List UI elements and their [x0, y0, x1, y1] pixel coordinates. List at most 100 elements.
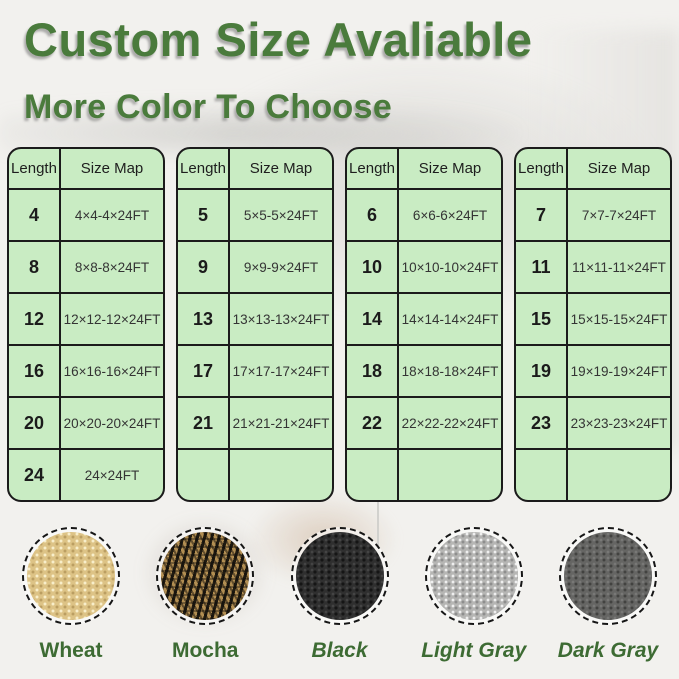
page-subtitle: More Color To Choose [24, 88, 393, 126]
size-table-3: Length Size Map 6 6×6-6×24FT 10 10×10-10×24FT… [345, 147, 503, 502]
fabric-texture-dark-gray [564, 532, 652, 620]
table-row: 13 13×13-13×24FT [178, 292, 332, 344]
length-value: 11 [516, 242, 568, 292]
swatch-label: Wheat [39, 639, 103, 662]
col-header-length: Length [178, 149, 230, 188]
swatch-dashed-ring [559, 527, 657, 625]
size-map-value: 23×23-23×24FT [570, 415, 668, 431]
swatch-dashed-ring [22, 527, 120, 625]
size-map-value: 15×15-15×24FT [570, 311, 668, 327]
table-row: 18 18×18-18×24FT [347, 344, 501, 396]
size-map-value: 16×16-16×24FT [63, 363, 161, 379]
size-map-value: 9×9-9×24FT [243, 259, 319, 275]
size-table-2: Length Size Map 5 5×5-5×24FT 9 9×9-9×24FT 13 13… [176, 147, 334, 502]
color-swatch-mocha: Mocha [146, 527, 264, 663]
size-table-4: Length Size Map 7 7×7-7×24FT 11 11×11-11×24FT… [514, 147, 672, 502]
size-map-value: 24×24FT [84, 467, 140, 483]
table-header-row: Length Size Map [9, 149, 163, 188]
length-value: 18 [347, 346, 399, 396]
col-header-length: Length [9, 149, 61, 188]
length-value: 23 [516, 398, 568, 448]
length-value: 10 [347, 242, 399, 292]
size-map-value: 17×17-17×24FT [232, 363, 330, 379]
table-row: 8 8×8-8×24FT [9, 240, 163, 292]
length-value: 22 [347, 398, 399, 448]
color-swatches: Wheat Mocha Black Light Gray Dark Gray [12, 527, 667, 663]
size-map-value: 14×14-14×24FT [401, 311, 499, 327]
length-value: 13 [178, 294, 230, 344]
length-value: 21 [178, 398, 230, 448]
length-value: 9 [178, 242, 230, 292]
length-value: 15 [516, 294, 568, 344]
size-map-value: 13×13-13×24FT [232, 311, 330, 327]
length-value: 4 [9, 190, 61, 240]
swatch-dashed-ring [156, 527, 255, 625]
size-map-value: 10×10-10×24FT [401, 259, 499, 275]
table-row: 14 14×14-14×24FT [347, 292, 501, 344]
size-map-value [399, 450, 501, 500]
fabric-texture-black [295, 532, 384, 620]
swatch-dashed-ring [290, 527, 389, 625]
length-value: 24 [9, 450, 61, 500]
size-table-1: Length Size Map 4 4×4-4×24FT 8 8×8-8×24FT 12 12… [7, 147, 165, 502]
length-value: 20 [9, 398, 61, 448]
size-map-value [230, 450, 332, 500]
color-swatch-light-gray: Light Gray [415, 527, 533, 663]
col-header-length: Length [347, 149, 399, 188]
length-value: 5 [178, 190, 230, 240]
table-row: 12 12×12-12×24FT [9, 292, 163, 344]
length-value [347, 450, 399, 500]
table-row: 4 4×4-4×24FT [9, 188, 163, 240]
table-row: 20 20×20-20×24FT [9, 396, 163, 448]
table-row: 5 5×5-5×24FT [178, 188, 332, 240]
size-map-value: 6×6-6×24FT [412, 207, 488, 223]
table-row: 10 10×10-10×24FT [347, 240, 501, 292]
col-header-length: Length [516, 149, 568, 188]
length-value: 7 [516, 190, 568, 240]
table-row: 19 19×19-19×24FT [516, 344, 670, 396]
size-map-value: 8×8-8×24FT [74, 259, 150, 275]
fabric-texture-mocha [161, 532, 250, 620]
size-map-value: 11×11-11×24FT [572, 259, 666, 275]
table-row [347, 448, 501, 500]
table-row: 23 23×23-23×24FT [516, 396, 670, 448]
size-map-value: 18×18-18×24FT [401, 363, 499, 379]
table-row: 9 9×9-9×24FT [178, 240, 332, 292]
table-row: 6 6×6-6×24FT [347, 188, 501, 240]
col-header-size-map: Size Map [80, 160, 144, 177]
length-value: 6 [347, 190, 399, 240]
table-header-row: Length Size Map [347, 149, 501, 188]
table-header-row: Length Size Map [178, 149, 332, 188]
size-map-value: 21×21-21×24FT [232, 415, 330, 431]
length-value: 17 [178, 346, 230, 396]
table-row: 11 11×11-11×24FT [516, 240, 670, 292]
swatch-label: Mocha [171, 639, 239, 662]
table-row [516, 448, 670, 500]
color-swatch-wheat: Wheat [12, 527, 130, 663]
size-map-value: 22×22-22×24FT [401, 415, 499, 431]
fabric-texture-wheat [27, 532, 115, 620]
col-header-size-map: Size Map [587, 160, 651, 177]
size-map-value: 4×4-4×24FT [74, 207, 150, 223]
size-map-value: 20×20-20×24FT [63, 415, 161, 431]
size-map-value: 19×19-19×24FT [570, 363, 668, 379]
length-value: 12 [9, 294, 61, 344]
size-tables: Length Size Map 4 4×4-4×24FT 8 8×8-8×24FT 12 12… [7, 147, 672, 502]
table-row: 17 17×17-17×24FT [178, 344, 332, 396]
table-row: 7 7×7-7×24FT [516, 188, 670, 240]
table-header-row: Length Size Map [516, 149, 670, 188]
table-row: 24 24×24FT [9, 448, 163, 500]
col-header-size-map: Size Map [249, 160, 313, 177]
length-value: 19 [516, 346, 568, 396]
swatch-dashed-ring [424, 527, 523, 625]
table-row: 16 16×16-16×24FT [9, 344, 163, 396]
size-map-value [568, 450, 670, 500]
swatch-label: Black [311, 639, 368, 662]
color-swatch-dark-gray: Dark Gray [549, 527, 667, 663]
length-value [178, 450, 230, 500]
swatch-label: Light Gray [421, 639, 527, 662]
table-row: 22 22×22-22×24FT [347, 396, 501, 448]
col-header-size-map: Size Map [418, 160, 482, 177]
table-row: 21 21×21-21×24FT [178, 396, 332, 448]
